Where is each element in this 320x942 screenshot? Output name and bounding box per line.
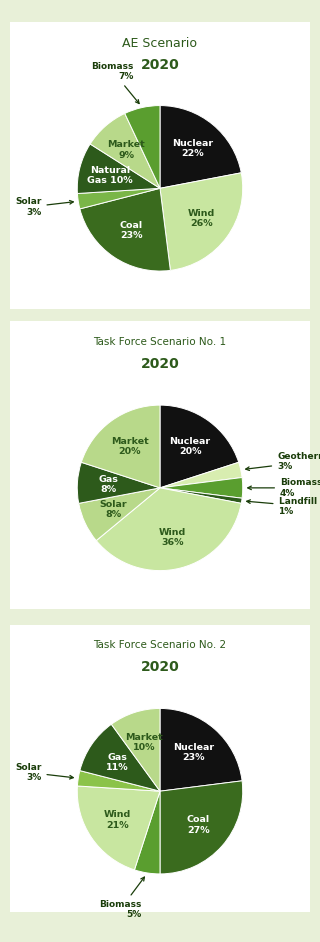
Text: Nuclear
22%: Nuclear 22% bbox=[172, 139, 213, 158]
Text: Coal
27%: Coal 27% bbox=[187, 816, 210, 835]
Text: Nuclear
23%: Nuclear 23% bbox=[173, 743, 214, 762]
Text: Wind
21%: Wind 21% bbox=[104, 810, 131, 830]
Wedge shape bbox=[79, 488, 160, 541]
Text: 2020: 2020 bbox=[140, 57, 180, 72]
Text: Biomass
4%: Biomass 4% bbox=[248, 479, 320, 497]
FancyBboxPatch shape bbox=[4, 316, 316, 614]
Text: Task Force Scenario No. 2: Task Force Scenario No. 2 bbox=[93, 641, 227, 650]
Text: AE Scenario: AE Scenario bbox=[123, 38, 197, 51]
Text: Market
9%: Market 9% bbox=[107, 140, 145, 159]
Text: Solar
3%: Solar 3% bbox=[15, 763, 73, 782]
Text: Nuclear
20%: Nuclear 20% bbox=[170, 437, 211, 456]
Wedge shape bbox=[77, 463, 160, 503]
Text: Landfill Gas
1%: Landfill Gas 1% bbox=[247, 497, 320, 516]
Wedge shape bbox=[81, 405, 160, 488]
Wedge shape bbox=[160, 488, 242, 503]
Text: 2020: 2020 bbox=[140, 357, 180, 371]
Wedge shape bbox=[160, 405, 239, 488]
Text: Coal
23%: Coal 23% bbox=[120, 221, 143, 240]
FancyBboxPatch shape bbox=[4, 619, 316, 918]
Wedge shape bbox=[90, 113, 160, 188]
Wedge shape bbox=[80, 188, 170, 271]
Text: Geothermal
3%: Geothermal 3% bbox=[246, 452, 320, 471]
Wedge shape bbox=[77, 771, 160, 791]
Text: Gas
11%: Gas 11% bbox=[106, 753, 129, 772]
Wedge shape bbox=[111, 708, 160, 791]
Text: 2020: 2020 bbox=[140, 660, 180, 674]
Wedge shape bbox=[160, 781, 243, 874]
Wedge shape bbox=[96, 488, 241, 571]
Text: Solar
3%: Solar 3% bbox=[15, 198, 73, 217]
Text: Biomass
5%: Biomass 5% bbox=[99, 877, 144, 919]
Text: Task Force Scenario No. 1: Task Force Scenario No. 1 bbox=[93, 337, 227, 347]
Wedge shape bbox=[125, 106, 160, 188]
Wedge shape bbox=[160, 106, 241, 188]
Wedge shape bbox=[77, 188, 160, 209]
Text: Market
10%: Market 10% bbox=[125, 733, 163, 752]
Wedge shape bbox=[77, 144, 160, 193]
Wedge shape bbox=[77, 786, 160, 869]
Text: Wind
36%: Wind 36% bbox=[159, 528, 186, 547]
Text: Solar
8%: Solar 8% bbox=[100, 500, 127, 519]
Text: Natural
Gas 10%: Natural Gas 10% bbox=[87, 166, 133, 186]
Wedge shape bbox=[160, 478, 243, 498]
Text: Market
20%: Market 20% bbox=[111, 437, 149, 456]
Text: Biomass
7%: Biomass 7% bbox=[92, 61, 139, 104]
Wedge shape bbox=[134, 791, 160, 874]
Wedge shape bbox=[80, 724, 160, 791]
Wedge shape bbox=[160, 463, 242, 488]
Wedge shape bbox=[160, 708, 242, 791]
Text: Gas
8%: Gas 8% bbox=[99, 475, 119, 495]
FancyBboxPatch shape bbox=[4, 16, 316, 315]
Text: Wind
26%: Wind 26% bbox=[188, 209, 215, 228]
Wedge shape bbox=[160, 172, 243, 270]
